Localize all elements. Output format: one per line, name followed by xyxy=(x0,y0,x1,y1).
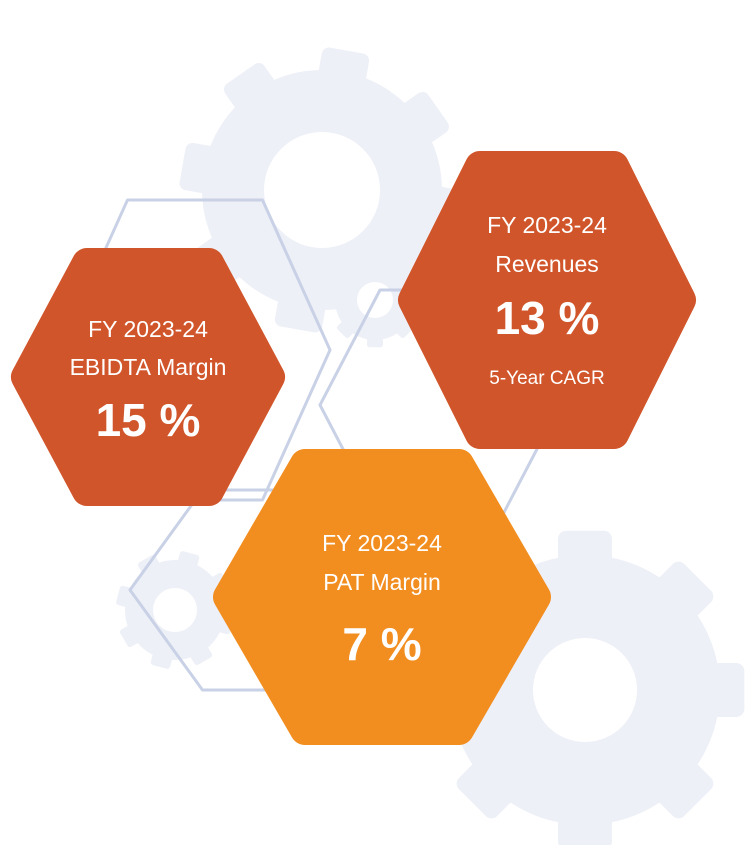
hexagon-value: 7 % xyxy=(342,618,421,670)
hexagon-label: FY 2023-24 xyxy=(487,212,607,238)
hexagon-label: FY 2023-24 xyxy=(322,530,442,556)
hexagon-card: FY 2023-24 EBIDTA Margin 15 % xyxy=(11,248,285,506)
hexagon-label: Revenues xyxy=(495,251,599,277)
gear-hole xyxy=(533,638,637,742)
hexagon-card: FY 2023-24 Revenues 13 % 5-Year CAGR xyxy=(398,151,696,449)
gear xyxy=(116,551,234,669)
hexagon xyxy=(398,151,696,449)
hexagons: FY 2023-24 EBIDTA Margin 15 % FY 2023-24 Rev… xyxy=(11,151,696,745)
hexagon xyxy=(213,449,551,745)
gear-hole xyxy=(264,132,380,248)
hexagon xyxy=(11,248,285,506)
hexagon-label: PAT Margin xyxy=(323,569,441,595)
hexagon-value: 15 % xyxy=(96,394,201,446)
hexagon-card: FY 2023-24 PAT Margin 7 % xyxy=(213,449,551,745)
hexagon-value: 13 % xyxy=(495,292,600,344)
hexagon-label: FY 2023-24 xyxy=(88,316,208,342)
hexagon-label: EBIDTA Margin xyxy=(70,354,227,380)
gear-hole xyxy=(153,588,197,632)
hexagon-note: 5-Year CAGR xyxy=(489,368,604,389)
